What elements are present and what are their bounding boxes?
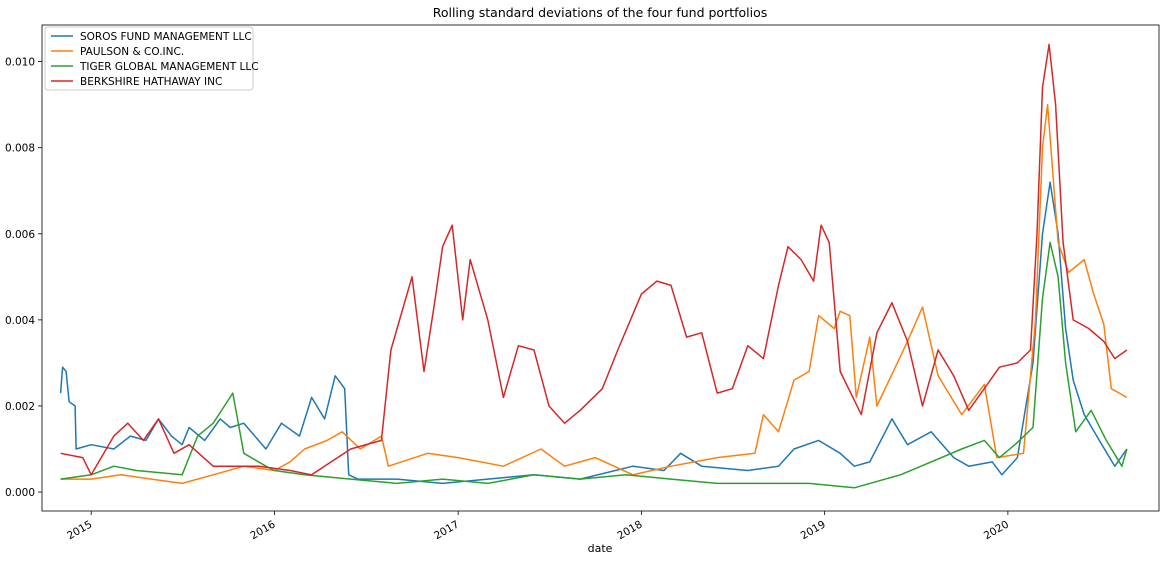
legend-box — [44, 26, 254, 91]
y-tick-label: 0.000 — [5, 487, 35, 499]
series-line-3 — [60, 241, 1128, 489]
x-tick-label: 2015 — [65, 518, 94, 542]
legend-label: TIGER GLOBAL MANAGEMENT LLC — [79, 61, 259, 73]
series-line-1 — [59, 181, 1128, 485]
x-tick-label: 2018 — [615, 518, 644, 542]
legend-label: BERKSHIRE HATHAWAY INC — [80, 76, 222, 88]
y-tick-label: 0.002 — [5, 401, 35, 413]
x-tick-label: 2017 — [432, 518, 461, 542]
legend-label: SOROS FUND MANAGEMENT LLC — [80, 31, 252, 43]
legend: SOROS FUND MANAGEMENT LLC PAULSON & CO.IN… — [44, 26, 259, 91]
plot-frame — [41, 24, 1160, 512]
y-axis: 0.000 0.002 0.004 0.006 0.008 0.010 — [5, 57, 42, 499]
x-tick-label: 2020 — [982, 518, 1011, 542]
chart-title: Rolling standard deviations of the four … — [433, 5, 768, 20]
x-tick-label: 2019 — [799, 518, 828, 542]
y-tick-label: 0.008 — [5, 143, 35, 155]
y-tick-label: 0.006 — [5, 229, 35, 241]
x-axis-label: date — [588, 542, 613, 555]
legend-label: PAULSON & CO.INC. — [80, 46, 184, 58]
x-tick-label: 2016 — [248, 518, 277, 542]
series-line-2 — [60, 103, 1128, 485]
series-layer — [59, 43, 1128, 489]
y-tick-label: 0.004 — [5, 315, 35, 327]
y-tick-label: 0.010 — [5, 57, 35, 69]
series-line-4 — [60, 43, 1128, 476]
x-axis: 2015 2016 2017 2018 2019 2020 — [65, 511, 1011, 542]
